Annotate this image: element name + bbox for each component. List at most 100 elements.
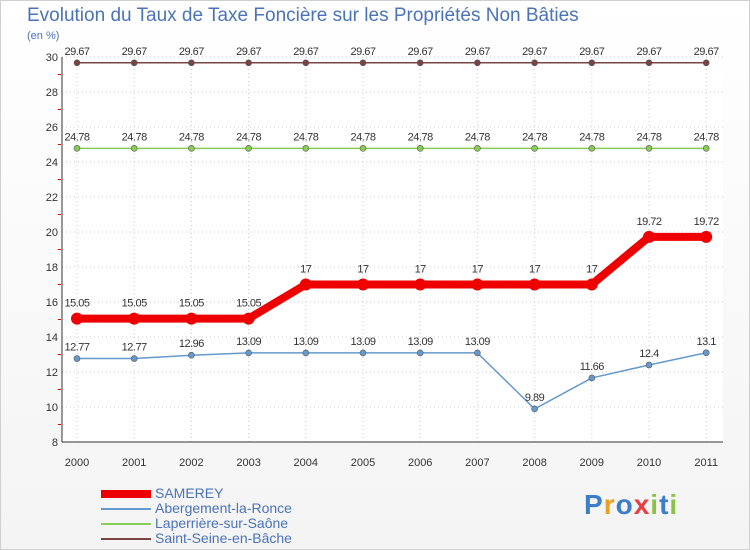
data-label-0: 17 xyxy=(300,264,312,276)
data-point-2 xyxy=(73,145,81,152)
y-tick-label: 12 xyxy=(46,367,58,379)
data-label-1: 12.77 xyxy=(64,342,89,354)
series-line-1 xyxy=(77,352,707,410)
data-point-3 xyxy=(302,59,310,67)
data-label-3: 29.67 xyxy=(293,46,318,58)
y-tick-label: 28 xyxy=(46,87,58,99)
chart-title: Evolution du Taux de Taxe Foncière sur l… xyxy=(27,5,579,26)
proxiti-logo: Proxiti xyxy=(584,489,678,521)
data-point-3 xyxy=(130,59,138,67)
legend-label-abergement: Abergement-la-Ronce xyxy=(155,500,292,516)
y-tick-label: 10 xyxy=(46,402,58,414)
data-point-2 xyxy=(416,145,424,152)
data-label-2: 24.78 xyxy=(522,131,547,143)
data-label-2: 24.78 xyxy=(64,131,89,143)
data-point-2 xyxy=(588,145,596,152)
data-label-1: 9.89 xyxy=(525,392,545,404)
logo-letter: i xyxy=(650,489,660,520)
data-label-2: 24.78 xyxy=(579,131,604,143)
data-point-0 xyxy=(414,278,427,291)
data-point-3 xyxy=(416,59,424,67)
data-label-3: 29.67 xyxy=(122,46,147,58)
data-point-2 xyxy=(359,145,367,152)
x-tick-label: 2006 xyxy=(408,457,432,469)
logo-letter: i xyxy=(669,489,679,520)
data-point-1 xyxy=(531,405,538,413)
data-point-1 xyxy=(359,349,367,357)
data-label-3: 29.67 xyxy=(465,46,490,58)
data-label-0: 15.05 xyxy=(179,298,204,310)
data-point-3 xyxy=(588,59,596,67)
data-point-3 xyxy=(702,59,710,67)
legend-label-samerey: SAMEREY xyxy=(155,485,224,501)
data-point-1 xyxy=(416,349,424,357)
logo-letter: t xyxy=(659,489,670,520)
data-point-3 xyxy=(474,59,481,67)
logo-letter: P xyxy=(584,489,604,520)
data-point-0 xyxy=(585,278,598,291)
data-label-1: 13.09 xyxy=(408,336,433,348)
y-tick-label: 24 xyxy=(46,157,58,169)
data-point-2 xyxy=(302,145,310,152)
data-point-2 xyxy=(188,145,195,152)
data-point-2 xyxy=(702,145,710,152)
data-label-0: 15.05 xyxy=(122,298,147,310)
data-point-1 xyxy=(245,349,252,357)
data-point-0 xyxy=(128,312,141,325)
data-point-3 xyxy=(188,59,195,67)
data-label-1: 13.1 xyxy=(696,336,716,348)
x-tick-label: 2005 xyxy=(351,457,375,469)
x-tick-label: 2002 xyxy=(179,457,203,469)
data-label-3: 29.67 xyxy=(236,46,261,58)
data-point-0 xyxy=(242,312,255,325)
legend-swatch-laperriere xyxy=(101,523,151,525)
data-label-2: 24.78 xyxy=(236,131,261,143)
data-point-0 xyxy=(185,312,198,325)
data-label-0: 19.72 xyxy=(636,216,661,228)
data-label-3: 29.67 xyxy=(350,46,375,58)
data-label-3: 29.67 xyxy=(179,46,204,58)
data-point-3 xyxy=(73,59,81,67)
y-tick-label: 22 xyxy=(46,192,58,204)
data-label-0: 17 xyxy=(357,264,369,276)
data-point-0 xyxy=(528,278,541,291)
data-point-3 xyxy=(645,59,653,67)
y-tick-label: 18 xyxy=(46,262,58,274)
data-label-2: 24.78 xyxy=(636,131,661,143)
data-label-1: 11.66 xyxy=(580,361,605,373)
data-point-1 xyxy=(645,361,653,369)
data-label-0: 17 xyxy=(472,264,484,276)
data-label-2: 24.78 xyxy=(694,131,719,143)
legend-label-laperriere: Laperrière-sur-Saône xyxy=(155,515,289,531)
data-label-1: 13.09 xyxy=(350,336,375,348)
data-label-2: 24.78 xyxy=(122,131,147,143)
x-tick-label: 2004 xyxy=(294,457,318,469)
data-label-1: 12.96 xyxy=(179,338,204,350)
data-label-0: 19.72 xyxy=(694,216,719,228)
plot-area xyxy=(62,57,723,442)
data-point-2 xyxy=(531,145,538,152)
x-tick-label: 2007 xyxy=(465,457,489,469)
x-tick-label: 2008 xyxy=(522,457,546,469)
data-label-2: 24.78 xyxy=(350,131,375,143)
x-tick-label: 2009 xyxy=(580,457,604,469)
data-label-1: 13.09 xyxy=(293,336,318,348)
data-label-0: 15.05 xyxy=(236,298,261,310)
data-label-3: 29.67 xyxy=(522,46,547,58)
data-point-1 xyxy=(302,349,310,357)
y-tick-label: 30 xyxy=(46,52,58,64)
data-label-1: 12.77 xyxy=(122,342,147,354)
y-axis-unit: (en %) xyxy=(27,30,60,42)
data-label-0: 17 xyxy=(415,264,427,276)
data-label-1: 13.09 xyxy=(465,336,490,348)
data-point-1 xyxy=(188,351,195,359)
data-point-0 xyxy=(643,230,655,243)
data-label-3: 29.67 xyxy=(694,46,719,58)
data-point-0 xyxy=(71,312,83,325)
data-label-0: 17 xyxy=(529,264,541,276)
data-point-2 xyxy=(245,145,252,152)
data-point-0 xyxy=(299,278,312,291)
data-point-0 xyxy=(357,278,369,291)
x-tick-label: 2003 xyxy=(236,457,260,469)
